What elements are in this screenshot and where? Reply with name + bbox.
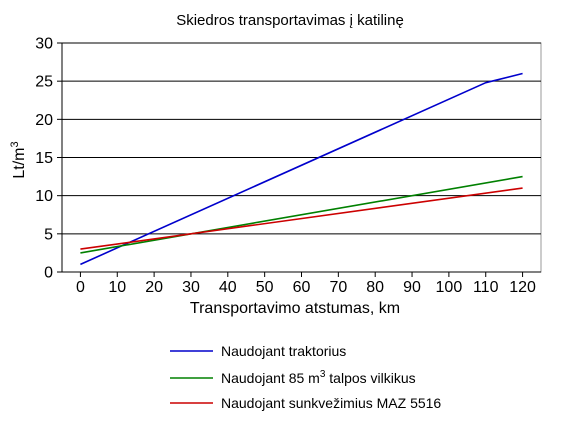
series-line-2 bbox=[80, 187, 523, 250]
legend-label-sunkvezimius: Naudojant sunkvežimius MAZ 5516 bbox=[221, 395, 441, 411]
series-line-1 bbox=[80, 175, 523, 254]
x-tick-label-20: 20 bbox=[145, 279, 163, 296]
y-tick-labels: 0 5 10 15 20 25 30 bbox=[35, 36, 62, 282]
x-tick-label-100: 100 bbox=[436, 279, 463, 296]
gridlines bbox=[62, 42, 541, 235]
legend-label-vilkikus: Naudojant 85 m3 talpos vilkikus bbox=[221, 369, 416, 386]
y-tick-label-0: 0 bbox=[44, 265, 53, 282]
x-tick-label-40: 40 bbox=[219, 279, 237, 296]
x-tick-label-120: 120 bbox=[509, 279, 536, 296]
x-tick-label-70: 70 bbox=[329, 279, 347, 296]
y-tick-label-25: 25 bbox=[35, 74, 53, 91]
y-tick-label-5: 5 bbox=[44, 226, 53, 243]
x-tick-label-60: 60 bbox=[293, 279, 311, 296]
series-line-0 bbox=[80, 72, 523, 266]
series-lines bbox=[80, 72, 523, 266]
y-tick-label-10: 10 bbox=[35, 188, 53, 205]
legend-label-traktorius: Naudojant traktorius bbox=[221, 343, 346, 359]
x-axis-label: Transportavimo atstumas, km bbox=[190, 300, 400, 317]
x-tick-label-80: 80 bbox=[366, 279, 384, 296]
x-tick-label-30: 30 bbox=[182, 279, 200, 296]
y-tick-label-15: 15 bbox=[35, 150, 53, 167]
chart-title: Skiedros transportavimas į katilinę bbox=[176, 12, 404, 29]
y-tick-label-20: 20 bbox=[35, 112, 53, 129]
y-axis-label: Lt/m3 bbox=[9, 141, 28, 178]
x-tick-label-10: 10 bbox=[108, 279, 126, 296]
x-tick-label-90: 90 bbox=[403, 279, 421, 296]
x-tick-label-110: 110 bbox=[473, 279, 499, 296]
y-tick-label-30: 30 bbox=[35, 36, 53, 53]
x-tick-label-0: 0 bbox=[76, 279, 85, 296]
x-tick-labels: 0 10 20 30 40 50 60 70 80 90 100 110 120 bbox=[76, 272, 536, 296]
legend: Naudojant traktorius Naudojant 85 m3 tal… bbox=[170, 343, 441, 411]
x-tick-label-50: 50 bbox=[256, 279, 274, 296]
